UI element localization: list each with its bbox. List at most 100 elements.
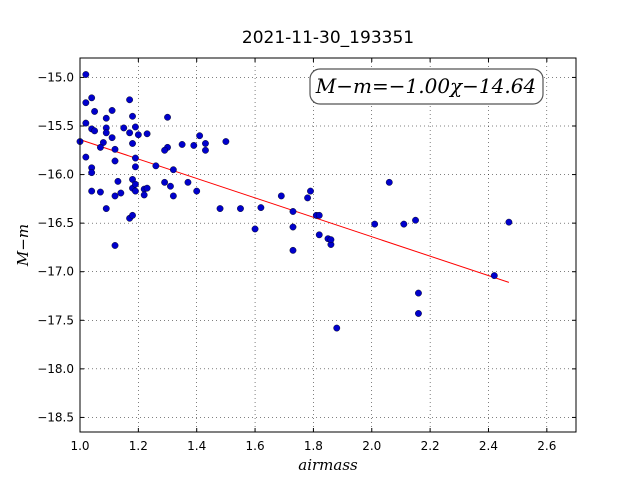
data-point [132, 180, 139, 188]
data-point [415, 310, 422, 317]
data-point [333, 324, 341, 332]
data-point [327, 236, 335, 244]
data-point [193, 187, 201, 195]
fit-equation-frame [309, 68, 544, 105]
data-point [126, 96, 134, 104]
data-point [289, 208, 297, 215]
data-point [140, 191, 148, 199]
x-tick-label: 1.8 [304, 439, 323, 453]
x-tick-label: 1.0 [70, 439, 89, 453]
data-point [400, 220, 408, 228]
data-point [108, 134, 116, 142]
y-tick-label: −18.0 [37, 362, 74, 376]
data-point [251, 225, 259, 233]
data-point [120, 124, 128, 132]
data-point [216, 205, 224, 212]
data-point [505, 218, 513, 226]
data-point [143, 130, 151, 138]
x-tick-label: 1.4 [187, 439, 206, 453]
y-tick-label: −17.5 [37, 313, 74, 327]
data-point [169, 192, 177, 200]
data-point [202, 146, 209, 154]
data-point [129, 112, 136, 120]
data-point [257, 204, 265, 212]
data-point [82, 71, 90, 78]
data-point [184, 178, 192, 186]
data-point [91, 108, 98, 115]
data-point [126, 129, 134, 137]
data-point [304, 194, 311, 202]
data-point [222, 138, 230, 145]
data-point [196, 132, 204, 140]
data-point [82, 99, 90, 107]
data-point [161, 146, 169, 154]
data-point [134, 131, 142, 139]
data-point [111, 145, 119, 153]
data-point [102, 129, 110, 137]
data-point [178, 141, 186, 148]
data-point [88, 94, 96, 102]
data-point [415, 289, 422, 297]
data-point [132, 123, 139, 131]
y-tick-label: −16.0 [37, 168, 74, 182]
y-axis-label: M−m [14, 224, 32, 267]
plot-frame [79, 57, 577, 433]
data-point [111, 192, 119, 200]
data-point [111, 242, 119, 249]
data-point [277, 192, 285, 200]
x-tick-label: 2.0 [362, 439, 381, 453]
data-point [152, 162, 160, 170]
data-point [237, 205, 244, 212]
data-point [88, 169, 96, 177]
y-tick-label: −15.5 [37, 119, 74, 133]
y-tick-label: −18.5 [37, 410, 74, 424]
data-point [129, 140, 136, 147]
data-point [114, 177, 122, 185]
data-point [97, 143, 104, 151]
x-tick-label: 1.6 [246, 439, 265, 453]
data-point [289, 223, 297, 231]
data-point [412, 216, 419, 224]
fit-equation: M−m=−1.00χ−14.64 [315, 74, 536, 98]
data-point [315, 231, 323, 239]
data-point [82, 153, 90, 161]
data-point [132, 154, 139, 162]
data-point [132, 163, 139, 171]
x-tick-label: 1.2 [129, 439, 148, 453]
data-point [315, 211, 323, 219]
data-point [143, 184, 151, 192]
data-point [111, 157, 119, 165]
data-point [490, 272, 498, 279]
axis-ticks: 1.0 1.2 1.4 1.6 1.8 2.0 2.2 2.4 2.6 −15.0 −15.5 −16… [37, 58, 576, 453]
data-points [76, 71, 513, 332]
data-point [161, 178, 169, 186]
data-point [164, 113, 171, 121]
x-tick-label: 2.2 [421, 439, 440, 453]
data-point [102, 114, 110, 122]
chart-title: 2021-11-30_193351 [242, 28, 414, 48]
data-point [202, 140, 209, 147]
x-tick-label: 2.4 [479, 439, 498, 453]
y-tick-label: −15.0 [37, 70, 74, 84]
y-tick-label: −17.0 [37, 265, 74, 279]
data-point [91, 127, 98, 135]
data-point [190, 142, 198, 149]
data-point [385, 178, 393, 186]
data-point [108, 107, 116, 114]
data-point [88, 187, 96, 195]
x-tick-label: 2.6 [537, 439, 556, 453]
data-point [289, 246, 297, 254]
fit-equation-box: M−m=−1.00χ−14.64 [309, 68, 544, 105]
data-point [307, 187, 314, 195]
data-point [169, 166, 177, 174]
data-point [97, 188, 104, 196]
x-axis-label: airmass [298, 456, 358, 474]
data-point [129, 211, 136, 219]
data-point [117, 189, 125, 197]
data-point [102, 205, 110, 212]
data-point [167, 182, 174, 190]
y-tick-label: −16.5 [37, 216, 74, 230]
data-point [371, 220, 379, 228]
